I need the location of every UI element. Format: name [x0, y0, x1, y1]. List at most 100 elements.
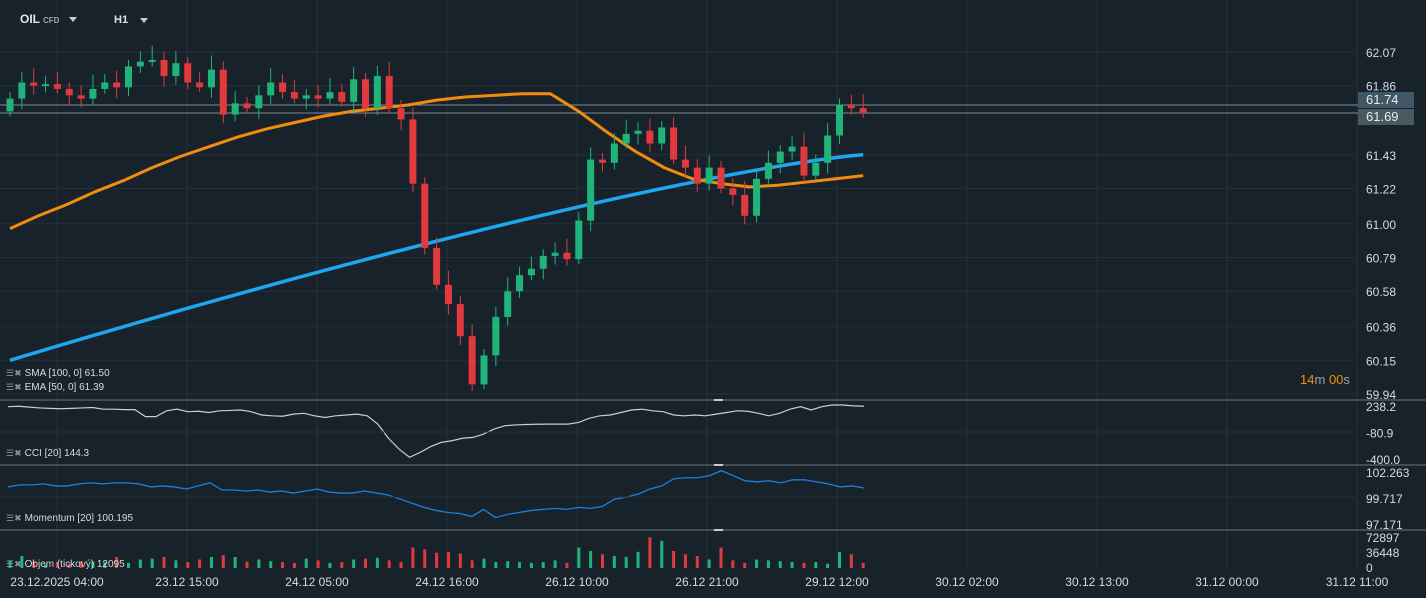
- cci-line: [7, 404, 865, 459]
- candle-body: [314, 95, 322, 99]
- volume-bar: [707, 559, 711, 568]
- candle-body: [599, 159, 606, 163]
- candle: [776, 145, 784, 174]
- price-tick-label: 60.15: [1366, 354, 1396, 368]
- legend-sma[interactable]: ☰✖ SMA [100, 0] 61.50: [6, 368, 110, 379]
- cci-tick-label: -400.0: [1366, 453, 1400, 467]
- candle-body: [859, 108, 867, 114]
- candle: [397, 99, 405, 131]
- candle-body: [646, 130, 654, 144]
- volume-tick-label: 0: [1366, 561, 1373, 575]
- candle-body: [551, 252, 559, 256]
- candle-body: [729, 188, 737, 195]
- volume-bar: [861, 562, 865, 568]
- volume-bar: [162, 556, 166, 568]
- volume-bar: [209, 556, 213, 568]
- candle: [136, 51, 144, 74]
- candle-body: [397, 108, 405, 120]
- price-tick-label: 60.36: [1366, 321, 1396, 335]
- candle: [362, 72, 369, 117]
- volume-bar: [541, 562, 545, 568]
- symbol-selector[interactable]: OIL CFD: [20, 12, 78, 26]
- candle: [646, 118, 654, 153]
- price-tick-label: 61.22: [1366, 182, 1396, 196]
- countdown-seconds-unit: s: [1343, 372, 1350, 387]
- last-price-label: 61.69: [1358, 109, 1414, 125]
- volume-bar: [8, 560, 12, 568]
- candle: [433, 237, 441, 290]
- volume-bar: [257, 559, 261, 568]
- volume-bar: [316, 560, 320, 568]
- candle-body: [362, 79, 369, 109]
- volume-bar: [198, 559, 202, 568]
- candle: [622, 119, 630, 149]
- candle-body: [634, 130, 642, 134]
- candle-body: [373, 76, 381, 109]
- volume-bar: [352, 559, 356, 568]
- momentum-tick-label: 97.171: [1366, 518, 1403, 532]
- candle-body: [267, 82, 275, 96]
- volume-bar: [482, 558, 486, 568]
- volume-bar: [115, 556, 119, 568]
- x-tick-label: 26.12 10:00: [545, 575, 609, 589]
- candle-body: [6, 98, 14, 112]
- candle: [812, 154, 820, 181]
- candle: [89, 74, 97, 106]
- volume-bar: [719, 547, 723, 568]
- settings-icon[interactable]: ☰✖: [6, 382, 22, 392]
- legend-momentum-label: Momentum [20] 100.195: [24, 513, 134, 524]
- candle-body: [741, 194, 749, 216]
- candle: [444, 270, 452, 315]
- volume-bar: [32, 561, 36, 568]
- volume-bar: [91, 561, 95, 568]
- candle: [563, 238, 571, 266]
- candle: [575, 212, 583, 264]
- price-tick-label: 59.94: [1366, 388, 1396, 402]
- volume-bar: [44, 564, 48, 568]
- candle: [705, 155, 713, 191]
- legend-momentum[interactable]: ☰✖ Momentum [20] 100.195: [6, 513, 133, 524]
- candle-body: [776, 151, 784, 163]
- volume-bar: [364, 558, 367, 568]
- candle-body: [824, 135, 832, 163]
- x-tick-label: 24.12 05:00: [285, 575, 349, 589]
- candle-countdown: 14m 00s: [1300, 372, 1350, 387]
- volume-bar: [186, 562, 190, 568]
- legend-cci[interactable]: ☰✖ CCI [20] 144.3: [6, 448, 89, 459]
- timeframe-label: H1: [114, 14, 129, 26]
- candle-body: [338, 92, 346, 102]
- legend-ema[interactable]: ☰✖ EMA [50, 0] 61.39: [6, 382, 104, 393]
- legend-volume[interactable]: ☰✖ Objem (tickový) 12095: [6, 559, 125, 570]
- volume-bar: [79, 561, 83, 568]
- volume-bar: [20, 556, 24, 568]
- settings-icon[interactable]: ☰✖: [6, 559, 22, 569]
- candle-body: [18, 82, 26, 99]
- panel-resize-handle: [714, 529, 723, 531]
- candle-body: [148, 60, 156, 63]
- candle-body: [350, 79, 358, 102]
- candle: [101, 74, 109, 94]
- candle-body: [563, 252, 571, 260]
- candle-body: [516, 275, 524, 292]
- settings-icon[interactable]: ☰✖: [6, 368, 22, 378]
- volume-bar: [529, 562, 533, 568]
- candle: [172, 51, 180, 85]
- candle: [160, 51, 168, 87]
- candle: [741, 180, 749, 225]
- volume-bar: [411, 547, 415, 568]
- volume-bar: [138, 559, 142, 568]
- candle-body: [658, 127, 666, 144]
- candle-body: [480, 355, 488, 385]
- candle-body: [113, 82, 121, 88]
- panel-resize-handle: [714, 464, 723, 466]
- settings-icon[interactable]: ☰✖: [6, 513, 22, 523]
- candle-body: [717, 167, 725, 189]
- timeframe-selector[interactable]: H1: [114, 14, 149, 26]
- settings-icon[interactable]: ☰✖: [6, 448, 22, 458]
- x-tick-label: 23.12 15:00: [155, 575, 219, 589]
- candle-body: [800, 146, 808, 176]
- candle-body: [622, 133, 630, 144]
- candle: [279, 74, 287, 99]
- candle-body: [160, 60, 168, 77]
